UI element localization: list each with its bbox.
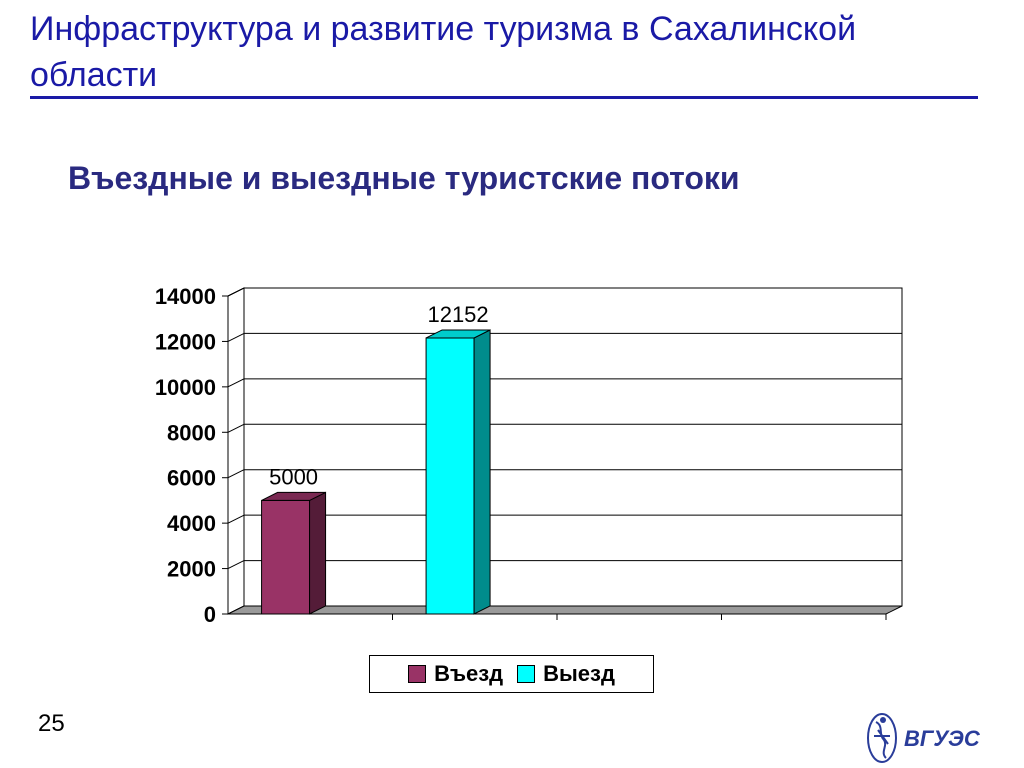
y-tick-label: 12000 <box>155 329 216 354</box>
bar-top <box>261 491 326 501</box>
data-label: 5000 <box>269 464 318 489</box>
bar-front <box>425 337 475 615</box>
legend-item-vyezd: Выезд <box>517 661 615 687</box>
legend-swatch-vyezd <box>517 665 536 683</box>
chart-legend: Въезд Выезд <box>369 655 654 693</box>
bar-front <box>261 499 311 615</box>
bar-side <box>473 329 491 615</box>
legend-swatch-vezd <box>408 665 427 683</box>
y-tick-label: 0 <box>204 602 216 627</box>
bar-top <box>425 329 491 339</box>
legend-item-vezd: Въезд <box>408 661 503 687</box>
page-number: 25 <box>38 710 65 737</box>
bar-side <box>309 491 327 615</box>
logo-text: ВГУЭС <box>904 726 981 751</box>
y-tick-label: 10000 <box>155 375 216 400</box>
gridline-depth <box>227 423 245 433</box>
gridline-depth <box>227 287 245 297</box>
chart-title: Въездные и выездные туристские потоки <box>68 160 740 196</box>
y-tick-label: 14000 <box>155 284 216 309</box>
gridline-depth <box>227 378 245 388</box>
plot-floor <box>227 605 903 615</box>
title-divider <box>30 96 978 99</box>
university-logo: ВГУЭС <box>867 713 981 763</box>
gridline-depth <box>227 332 245 342</box>
y-tick-label: 6000 <box>167 466 216 491</box>
slide-title: Инфраструктура и развитие туризма в Саха… <box>30 10 857 94</box>
legend-label-vezd: Въезд <box>434 661 504 686</box>
gridline-depth <box>227 469 245 479</box>
y-tick-label: 2000 <box>167 557 216 582</box>
legend-label-vyezd: Выезд <box>543 661 615 686</box>
gridline-depth <box>227 560 245 570</box>
y-tick-label: 8000 <box>167 420 216 445</box>
logo-emblem-icon <box>867 713 897 763</box>
plot-back-wall <box>243 287 903 607</box>
data-label: 12152 <box>427 302 488 327</box>
gridline-depth <box>227 514 245 524</box>
y-tick-label: 4000 <box>167 511 216 536</box>
